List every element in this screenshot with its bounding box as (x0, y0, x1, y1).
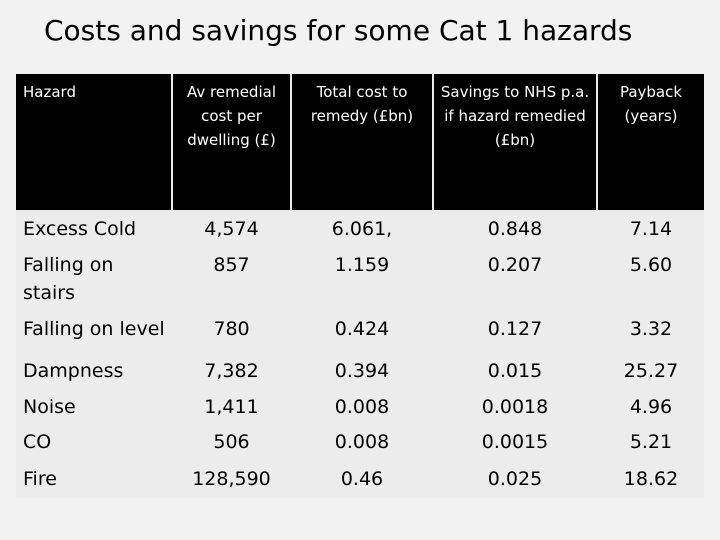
row-payback: 3.32 (629, 318, 673, 340)
hazards-table: Hazard Av remedial cost per dwelling (£)… (16, 74, 704, 498)
row-hazard-name: Noise (23, 396, 76, 418)
row-savings: 0.127 (487, 318, 543, 340)
row-total-cost: 0.46 (340, 468, 384, 490)
row-hazard-name: Dampness (23, 360, 124, 382)
row-hazard-name: Falling on level (23, 318, 165, 340)
row-total-cost: 0.008 (334, 396, 390, 418)
row-total-cost: 0.394 (334, 360, 390, 382)
row-payback: 7.14 (629, 218, 673, 240)
row-total-cost: 0.008 (334, 431, 390, 453)
row-av-cost: 857 (213, 254, 250, 276)
row-av-cost: 506 (213, 431, 250, 453)
row-total-cost: 6.061, (331, 218, 393, 240)
header-total-cost: Total cost to remedy (£bn) (292, 74, 432, 210)
row-hazard-name: CO (23, 431, 52, 453)
row-total-cost: 1.159 (334, 254, 390, 276)
row-av-cost: 780 (213, 318, 250, 340)
row-hazard-name: Excess Cold (23, 218, 137, 240)
row-av-cost: 4,574 (204, 218, 259, 240)
row-payback: 5.60 (629, 254, 673, 276)
row-savings: 0.0018 (481, 396, 549, 418)
header-payback: Payback (years) (598, 74, 704, 210)
header-savings-nhs: Savings to NHS p.a. if hazard remedied (… (434, 74, 596, 210)
row-payback: 18.62 (623, 468, 679, 490)
row-payback: 5.21 (629, 431, 673, 453)
row-savings: 0.015 (487, 360, 543, 382)
row-savings: 0.848 (487, 218, 543, 240)
row-hazard-name: Fire (23, 468, 57, 490)
row-payback: 4.96 (629, 396, 673, 418)
row-payback: 25.27 (623, 360, 679, 382)
row-total-cost: 0.424 (334, 318, 390, 340)
row-av-cost: 128,590 (192, 468, 271, 490)
row-hazard-name: Falling on stairs (23, 254, 114, 304)
row-savings: 0.207 (487, 254, 543, 276)
row-savings: 0.0015 (481, 431, 549, 453)
row-av-cost: 7,382 (204, 360, 259, 382)
row-av-cost: 1,411 (204, 396, 259, 418)
row-savings: 0.025 (487, 468, 543, 490)
header-av-remedial-cost: Av remedial cost per dwelling (£) (173, 74, 290, 210)
slide-title: Costs and savings for some Cat 1 hazards (44, 14, 633, 47)
header-hazard: Hazard (16, 74, 171, 210)
